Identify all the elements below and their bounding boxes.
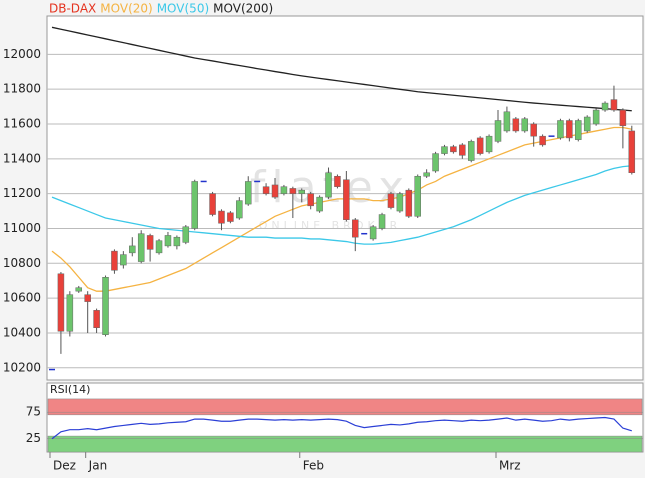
candle-body [191,181,198,229]
x-tick-label: Mrz [499,459,521,473]
candle-body [155,240,163,254]
candle-body [414,175,421,217]
candle-body [485,135,493,153]
candle-body [289,188,297,194]
y-tick-label: 11400 [3,151,41,165]
x-tick-label: Feb [303,459,324,473]
candle-body [405,189,413,217]
moving-average [51,126,632,292]
y-tick-label: 11600 [3,116,41,130]
legend-entry: MOV(200) [213,2,273,16]
y-tick-label: 11000 [3,221,41,235]
rsi-band [47,435,643,453]
candle-body [57,273,65,332]
candle-body [476,137,484,154]
candle-body [280,186,288,194]
legend-entry: DB-DAX [49,2,96,16]
candle-body [244,181,252,205]
candle-body [512,118,520,132]
candle-body [227,212,234,222]
candle-body [450,146,457,153]
candle-body [298,189,306,194]
candle-body [378,214,386,229]
candle-body [539,135,546,146]
candle-body [209,193,216,215]
moving-average [51,26,632,112]
candle-body [236,200,243,219]
candle-body [467,141,475,161]
candle-body [619,109,627,126]
candle-body [628,130,636,173]
candle-body [459,144,466,156]
candle-body [66,294,74,332]
candle-body [84,294,91,302]
candle-body [592,109,600,125]
candle-body [93,310,100,329]
y-tick-label: 10600 [3,291,41,305]
candle-body [164,235,172,247]
y-tick-label: 11200 [3,186,41,200]
candle-body [575,120,582,140]
candle-body [271,184,279,198]
moving-average [51,165,632,245]
candle-body [102,276,109,335]
candle-body [129,245,136,254]
candle-body [530,123,537,137]
candle-body [610,99,618,111]
legend-entry: MOV(50) [157,2,209,16]
candle-body [146,235,154,250]
candle-body [441,146,448,154]
candle-body [325,172,332,198]
candle-body [120,254,127,266]
candle-body [262,186,270,194]
candle-body [432,153,439,172]
candle-body [75,287,83,292]
candle-body [423,172,430,177]
y-tick-label: 10400 [3,325,41,339]
candle-body [307,193,314,207]
candle-body [343,179,350,221]
candle-body [521,118,529,132]
candle-body [503,111,511,132]
candle-body [396,193,404,212]
candle-body [334,175,341,187]
x-tick-label: Dez [53,459,76,473]
candle-body [316,196,323,212]
candle-body [601,102,609,111]
candle-body [494,120,502,142]
x-tick-label: Jan [88,459,108,473]
y-tick-label: 25 [26,431,41,445]
panel-label: RSI(14) [50,383,90,396]
candle-body [583,116,591,132]
candle-body [566,120,573,139]
legend-entry: MOV(20) [100,2,152,16]
candle-body [557,120,564,139]
y-tick-label: 75 [26,405,41,419]
candle-body [387,193,395,208]
candle-body [173,236,181,247]
candle-body [111,250,118,271]
candle-body [369,226,377,240]
y-tick-label: 10800 [3,256,41,270]
y-tick-label: 12000 [3,47,41,61]
rsi-band [47,398,643,416]
candle-body [137,233,145,262]
candle-body [218,210,225,224]
rsi-line [51,416,632,440]
y-tick-label: 10200 [3,360,41,374]
candle-body [182,226,190,243]
candle-body [352,219,359,238]
y-tick-label: 11800 [3,82,41,96]
